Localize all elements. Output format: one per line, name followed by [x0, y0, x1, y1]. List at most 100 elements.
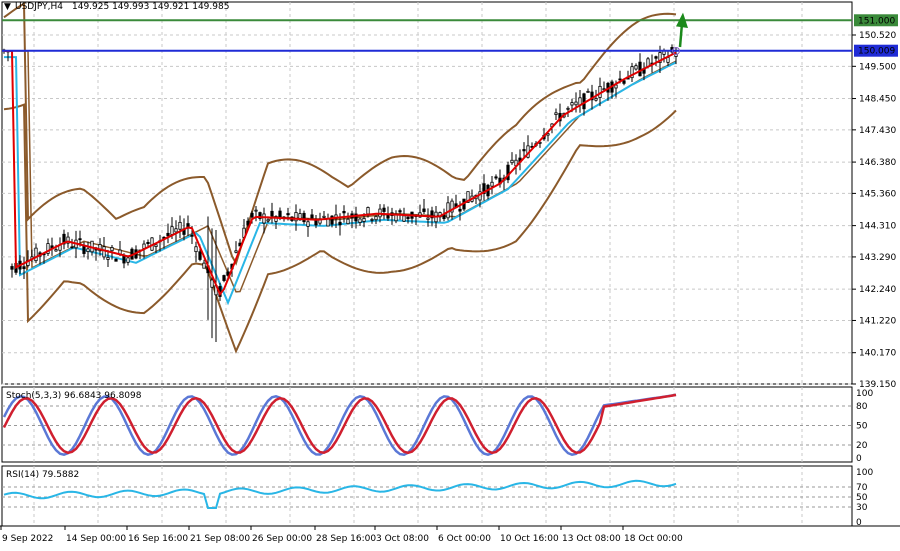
price-tick-label: 146.380	[859, 158, 896, 168]
candle-body	[634, 65, 638, 70]
time-tick-label: 10 Oct 16:00	[500, 534, 559, 544]
level-151-tag-label: 151.000	[858, 16, 895, 26]
candle-body	[646, 58, 650, 67]
stoch-axis-label: 80	[856, 402, 868, 412]
candle-body	[110, 247, 114, 252]
candle-body	[266, 219, 270, 222]
candle-body	[322, 215, 326, 218]
menu-triangle-icon[interactable]: ▼	[4, 2, 11, 12]
stoch-signal-line	[2, 393, 677, 455]
candle-body	[386, 214, 390, 219]
stoch-main-line	[2, 393, 677, 457]
candle-body	[22, 266, 26, 270]
candle-body	[190, 234, 194, 237]
candle-body	[314, 219, 318, 226]
candle-body	[274, 216, 278, 222]
rsi-axis-label: 0	[856, 518, 862, 528]
candle-body	[638, 61, 642, 77]
rsi-panel-frame	[1, 465, 853, 527]
candle-body	[166, 232, 170, 237]
candle-body	[394, 214, 398, 222]
time-tick-label: 3 Oct 08:00	[376, 534, 429, 544]
candle-body	[366, 207, 370, 215]
candle-body	[354, 213, 358, 222]
candle-body	[146, 241, 150, 244]
candle-body	[382, 207, 386, 212]
candle-body	[362, 218, 366, 222]
price-tick-label: 141.220	[859, 316, 896, 326]
candle-body	[106, 257, 110, 260]
candle-body	[34, 247, 38, 262]
candle-body	[566, 107, 570, 110]
price-tick-label: 147.430	[859, 126, 896, 136]
ohlc-values: 149.925 149.993 149.921 149.985	[72, 2, 229, 12]
candle-body	[506, 164, 510, 181]
price-tick-label: 148.450	[859, 95, 896, 105]
candle-body	[574, 101, 578, 106]
level-151-tag	[854, 14, 898, 27]
candle-body	[258, 212, 262, 219]
candle-body	[46, 243, 50, 254]
candle-body	[398, 210, 402, 213]
candle-body	[210, 279, 214, 288]
candle-body	[310, 214, 314, 219]
stoch-label: Stoch(5,3,3) 96.6843 96.8098	[6, 391, 142, 401]
candle-body	[10, 266, 14, 270]
candle-body	[522, 149, 526, 152]
stoch-axis-label: 20	[856, 441, 868, 451]
candle-body	[570, 102, 574, 106]
candle-body	[122, 255, 126, 264]
bollinger-lower-line	[3, 103, 677, 354]
candle-body	[62, 233, 66, 245]
candle-body	[510, 159, 514, 164]
candle-body	[178, 221, 182, 230]
time-tick-label: 16 Sep 16:00	[128, 534, 188, 544]
candle-body	[286, 213, 290, 216]
candle-body	[198, 251, 202, 260]
candle-body	[246, 220, 250, 226]
candle-body	[618, 78, 622, 81]
time-tick-label: 18 Oct 00:00	[624, 534, 683, 544]
symbol-label: USDJPY,H4	[15, 2, 63, 12]
candle-body	[330, 215, 334, 225]
candle-body	[102, 246, 106, 258]
price-tick-label: 144.310	[859, 222, 896, 232]
candle-body	[666, 57, 670, 63]
candle-body	[202, 262, 206, 269]
candle-body	[306, 221, 310, 227]
candle-body	[654, 56, 658, 59]
candle-body	[170, 226, 174, 235]
candle-body	[70, 246, 74, 249]
price-tick-label: 145.360	[859, 189, 896, 199]
candle-body	[482, 183, 486, 194]
candle-body	[66, 236, 70, 244]
candle-body	[466, 191, 470, 203]
candle-body	[590, 91, 594, 101]
candle-body	[234, 250, 238, 253]
price-tick-label: 139.150	[859, 380, 896, 390]
candle-body	[346, 218, 350, 225]
time-tick-label: 13 Oct 08:00	[562, 534, 621, 544]
candle-body	[370, 218, 374, 221]
candle-body	[250, 212, 254, 218]
up-arrow-shaft	[678, 23, 684, 48]
candle-body	[374, 215, 378, 221]
stoch-axis-label: 50	[856, 422, 868, 432]
last-price-marker	[672, 46, 680, 55]
candle-body	[490, 181, 494, 187]
candle-body	[422, 208, 426, 212]
ma-fast-line	[4, 50, 677, 297]
candle-body	[270, 210, 274, 217]
candle-body	[338, 221, 342, 226]
stoch-axis-label: 0	[856, 454, 862, 464]
rsi-line	[3, 479, 677, 509]
candle-body	[262, 213, 266, 224]
time-tick-label: 6 Oct 00:00	[438, 534, 491, 544]
candle-body	[86, 248, 90, 252]
candle-body	[402, 215, 406, 222]
rsi-axis-label: 30	[856, 503, 868, 513]
candle-body	[554, 112, 558, 115]
